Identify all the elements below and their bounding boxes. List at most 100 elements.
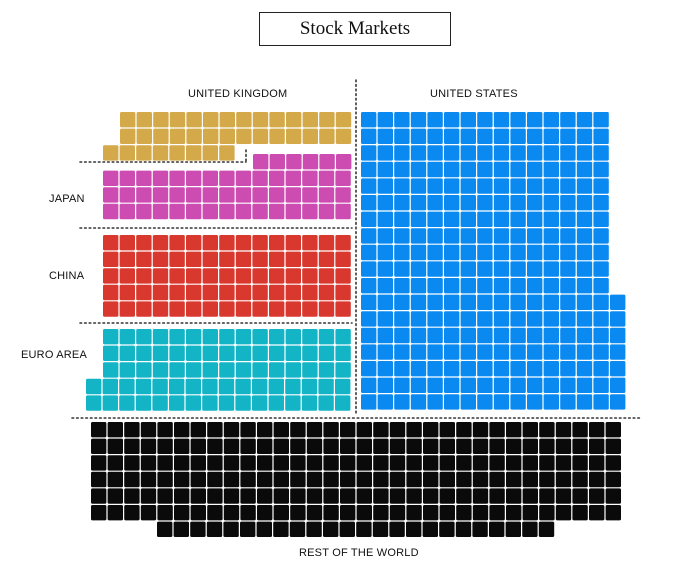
china-cell	[152, 301, 169, 317]
united-states-cell	[493, 294, 510, 310]
united-states-cell	[394, 377, 410, 393]
china-cell	[136, 235, 152, 251]
united-states-cell	[410, 311, 427, 327]
japan-cell	[252, 203, 268, 220]
china-cell	[119, 284, 135, 301]
united-states-cell	[543, 161, 559, 178]
united-states-cell	[477, 278, 493, 294]
rest-of-the-world-cell	[389, 455, 406, 471]
china-cell	[318, 284, 335, 301]
united-states-cell	[410, 244, 427, 261]
china-cell	[186, 251, 202, 267]
united-kingdom-cell	[120, 112, 136, 128]
united-states-cell	[410, 361, 427, 377]
rest-of-the-world-cell	[506, 455, 522, 471]
china-cell	[302, 251, 318, 267]
china-cell	[235, 301, 252, 317]
united-states-cell	[527, 178, 543, 194]
china-cell	[202, 251, 218, 267]
euro-area-cell	[302, 345, 318, 361]
united-states-cell	[377, 344, 393, 360]
united-states-cell	[394, 361, 410, 377]
united-states-cell	[493, 261, 510, 277]
united-kingdom-cell	[219, 128, 235, 144]
united-states-cell	[493, 112, 510, 128]
rest-of-the-world-cell	[472, 471, 489, 488]
united-states-cell	[394, 112, 410, 128]
united-kingdom-cell	[120, 128, 136, 144]
rest-of-the-world-cell	[207, 455, 223, 471]
rest-of-the-world-cell	[456, 438, 472, 454]
united-states-cell	[610, 377, 626, 393]
china-cell	[186, 301, 202, 317]
united-states-cell	[543, 344, 559, 360]
china-cell	[202, 235, 218, 251]
japan-cell	[318, 187, 335, 203]
united-states-cell	[510, 327, 526, 344]
euro-area-cell	[119, 378, 135, 395]
japan-cell	[219, 170, 235, 186]
rest-of-the-world-cell	[539, 505, 555, 521]
united-states-cell	[576, 361, 593, 377]
japan-cell	[286, 154, 302, 170]
rest-of-the-world-cell	[439, 488, 455, 504]
united-states-cell	[460, 344, 476, 360]
united-states-cell	[543, 377, 559, 393]
china-cell	[302, 284, 318, 301]
united-states-cell	[527, 228, 543, 244]
united-states-cell	[477, 178, 493, 194]
rest-of-the-world-cell	[107, 471, 123, 488]
japan-cell	[285, 203, 301, 220]
rest-of-the-world-cell	[439, 471, 455, 488]
euro-area-cell	[235, 329, 252, 345]
united-states-cell	[510, 311, 526, 327]
united-states-cell	[493, 211, 510, 227]
china-cell	[202, 268, 218, 284]
united-states-cell	[361, 278, 377, 294]
united-kingdom-cell	[136, 145, 152, 161]
united-states-cell	[527, 128, 543, 144]
rest-of-the-world-cell	[456, 488, 472, 504]
rest-of-the-world-cell	[340, 455, 356, 471]
united-kingdom-cell	[269, 128, 285, 144]
rest-of-the-world-cell	[555, 505, 572, 521]
rest-of-the-world-cell	[489, 455, 505, 471]
united-states-cell	[460, 394, 476, 410]
united-states-cell	[460, 327, 476, 344]
united-states-cell	[493, 361, 510, 377]
united-states-cell	[410, 145, 427, 161]
china-cell	[335, 284, 351, 301]
united-kingdom-cell	[169, 112, 186, 128]
united-states-cell	[510, 278, 526, 294]
rest-of-the-world-cell	[290, 422, 306, 438]
rest-of-the-world-cell	[439, 422, 455, 438]
rest-of-the-world-cell	[406, 521, 422, 537]
united-states-cell	[377, 178, 393, 194]
china-cell	[335, 268, 351, 284]
united-states-cell	[593, 244, 609, 261]
euro-area-cell	[103, 345, 119, 361]
china-cell	[335, 251, 351, 267]
china-cell	[119, 235, 135, 251]
united-states-cell	[377, 278, 393, 294]
united-states-cell	[543, 261, 559, 277]
united-states-cell	[593, 178, 609, 194]
china-cell	[202, 301, 218, 317]
rest-of-the-world-cell	[257, 471, 273, 488]
united-states-cell	[610, 361, 626, 377]
japan-cell	[285, 170, 301, 186]
japan-cell	[119, 203, 135, 220]
china-cell	[318, 251, 335, 267]
rest-of-the-world-cell	[373, 422, 389, 438]
united-states-cell	[460, 195, 476, 211]
japan-cell	[235, 203, 252, 220]
euro-area-cell	[202, 362, 218, 378]
united-states-cell	[394, 161, 410, 178]
rest-of-the-world-cell	[605, 505, 621, 521]
japan-cell	[103, 203, 119, 220]
united-kingdom-cell	[152, 145, 169, 161]
united-states-cell	[593, 145, 609, 161]
japan-cell	[103, 187, 119, 203]
rest-of-the-world-cell	[174, 471, 190, 488]
united-states-cell	[543, 211, 559, 227]
